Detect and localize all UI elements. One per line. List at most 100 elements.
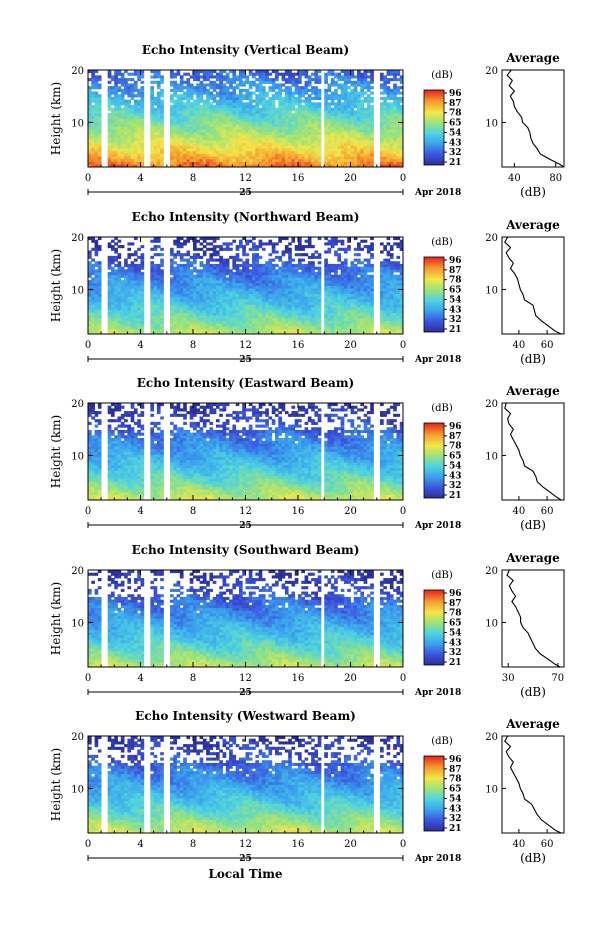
heatmap-cell xyxy=(206,129,210,133)
heatmap-cell xyxy=(242,134,246,138)
heatmap-cell xyxy=(245,96,250,101)
heatmap-cell xyxy=(334,288,338,292)
heatmap-cell xyxy=(350,145,355,149)
heatmap-cell xyxy=(133,121,138,125)
heatmap-cell xyxy=(94,156,99,160)
heatmap-cell xyxy=(189,331,194,335)
heatmap-cell xyxy=(284,86,289,90)
heatmap-cell xyxy=(380,156,384,160)
heatmap-cell xyxy=(219,272,223,276)
heatmap-cell xyxy=(340,96,345,101)
heatmap-cell xyxy=(202,88,207,92)
heatmap-cell xyxy=(366,156,371,160)
heatmap-cell xyxy=(360,110,365,114)
heatmap-cell xyxy=(199,285,204,289)
heatmap-cell xyxy=(215,105,220,109)
heatmap-cell xyxy=(215,148,220,152)
heatmap-cell xyxy=(386,134,391,138)
heatmap-cell xyxy=(389,91,394,95)
heatmap-cell xyxy=(137,269,141,273)
heatmap-cell xyxy=(179,274,184,278)
heatmap-cell xyxy=(252,150,256,154)
heatmap-cell xyxy=(314,91,319,95)
heatmap-cell xyxy=(120,83,125,87)
heatmap-cell xyxy=(366,107,371,111)
heatmap-cell xyxy=(150,325,155,330)
heatmap-cell xyxy=(186,129,191,133)
heatmap-cell xyxy=(232,307,237,311)
heatmap-cell xyxy=(301,282,305,286)
heatmap-cell xyxy=(268,331,273,335)
heatmap-cell xyxy=(265,312,269,316)
heatmap-cell xyxy=(258,328,263,332)
heatmap-cell xyxy=(347,153,351,157)
heatmap-cell xyxy=(199,325,204,330)
heatmap-cell xyxy=(255,290,260,294)
heatmap-cell xyxy=(357,115,361,119)
heatmap-cell xyxy=(196,253,200,257)
heatmap-cell xyxy=(137,78,141,82)
heatmap-cell xyxy=(153,328,158,332)
heatmap-cell xyxy=(261,290,266,294)
heatmap-cell xyxy=(88,150,92,154)
heatmap-cell xyxy=(386,156,391,160)
heatmap-cell xyxy=(252,140,256,144)
heatmap-cell xyxy=(199,70,204,74)
heatmap-cell xyxy=(271,272,276,276)
heatmap-cell xyxy=(202,323,207,327)
heatmap-cell xyxy=(107,94,112,98)
heatmap-cell xyxy=(265,105,269,109)
heatmap-cell xyxy=(107,148,112,152)
heatmap-cell xyxy=(183,134,187,138)
heatmap-cell xyxy=(183,110,187,114)
heatmap-cell xyxy=(261,315,266,319)
heatmap-cell xyxy=(238,148,243,152)
heatmap-cell xyxy=(110,290,115,294)
heatmap-cell xyxy=(120,121,125,125)
heatmap-cell xyxy=(196,280,200,284)
heatmap-cell xyxy=(179,158,184,163)
heatmap-cell xyxy=(271,258,276,262)
heatmap-cell xyxy=(340,145,345,149)
heatmap-cell xyxy=(127,91,132,95)
heatmap-cell xyxy=(327,282,332,286)
heatmap-cell xyxy=(330,312,335,316)
heatmap-cell xyxy=(343,80,348,84)
heatmap-cell xyxy=(307,274,312,278)
heatmap-cell xyxy=(209,115,214,119)
heatmap-cell xyxy=(209,288,214,292)
heatmap-cell xyxy=(255,277,260,281)
heatmap-cell xyxy=(258,148,263,152)
heatmap-cell xyxy=(176,277,181,281)
heatmap-cell xyxy=(245,263,250,268)
heatmap-cell xyxy=(265,134,269,138)
heatmap-cell xyxy=(307,296,312,300)
heatmap-cell xyxy=(238,315,243,319)
heatmap-cell xyxy=(202,140,207,144)
heatmap-cell xyxy=(294,245,299,249)
heatmap-cell xyxy=(248,137,253,141)
heatmap-cell xyxy=(130,266,135,270)
heatmap-cell xyxy=(94,113,99,117)
heatmap-cell xyxy=(88,161,92,165)
heatmap-cell xyxy=(199,123,204,127)
heatmap-cell xyxy=(311,105,315,109)
heatmap-cell xyxy=(347,150,351,154)
heatmap-cell xyxy=(179,137,184,141)
heatmap-cell xyxy=(110,123,115,127)
heatmap-cell xyxy=(307,237,312,241)
heatmap-cell xyxy=(380,142,384,146)
heatmap-cell xyxy=(275,282,279,286)
heatmap-cell xyxy=(173,261,177,265)
heatmap-cell xyxy=(173,99,177,103)
heatmap-cell xyxy=(193,150,197,154)
heatmap-cell xyxy=(330,242,335,246)
heatmap-cell xyxy=(225,80,230,84)
heatmap-cell xyxy=(196,118,200,122)
heatmap-cell xyxy=(222,290,227,294)
heatmap-cell xyxy=(206,258,210,262)
heatmap-cell xyxy=(324,296,328,300)
heatmap-cell xyxy=(363,99,368,103)
heatmap-cell xyxy=(97,277,102,281)
heatmap-cell xyxy=(196,320,200,324)
